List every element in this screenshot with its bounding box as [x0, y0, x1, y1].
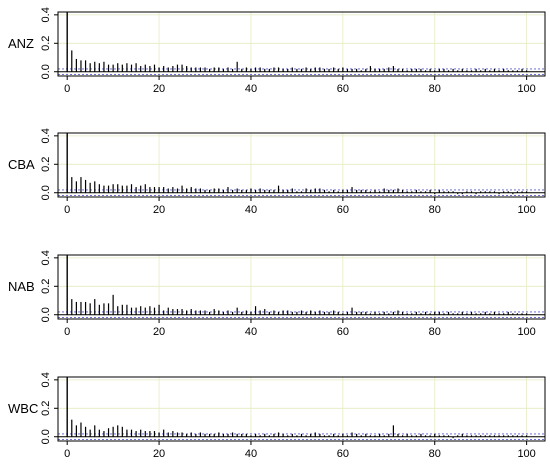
y-tick-label: 0.4 — [40, 128, 52, 143]
x-tick-label: 60 — [337, 204, 349, 216]
x-tick-label: 80 — [429, 204, 441, 216]
panel-label: CBA — [8, 157, 35, 172]
x-tick-label: 80 — [429, 83, 441, 95]
y-tick-label: 0.4 — [40, 7, 52, 22]
x-tick-label: 0 — [64, 326, 70, 338]
panel-wbc: 0 20 40 60 80 100 0.0 0.2 0.4 WBC — [8, 372, 546, 460]
y-tick-label: 0.0 — [40, 307, 52, 322]
x-tick-label: 40 — [245, 204, 257, 216]
panel-frame — [57, 132, 546, 198]
panel-plot-area — [58, 377, 545, 441]
x-tick-label: 60 — [337, 83, 349, 95]
x-tick-label: 40 — [245, 326, 257, 338]
x-tick-label: 100 — [517, 448, 535, 460]
panel-cba: 0 20 40 60 80 100 0.0 0.2 0.4 CBA — [8, 128, 546, 216]
x-tick-label: 60 — [337, 448, 349, 460]
x-tick-label: 20 — [153, 204, 165, 216]
y-tick-label: 0.0 — [40, 185, 52, 200]
x-tick-label: 80 — [429, 448, 441, 460]
x-tick-label: 100 — [517, 83, 535, 95]
y-tick-label: 0.2 — [40, 36, 52, 51]
x-tick-label: 0 — [64, 448, 70, 460]
y-tick-label: 0.4 — [40, 250, 52, 265]
x-tick-label: 0 — [64, 83, 70, 95]
y-tick-label: 0.0 — [40, 64, 52, 79]
panel-frame — [57, 376, 546, 442]
y-tick-label: 0.0 — [40, 429, 52, 444]
y-tick-label: 0.4 — [40, 372, 52, 387]
panel-nab: 0 20 40 60 80 100 0.0 0.2 0.4 NAB — [8, 250, 546, 338]
panel-plot-area — [58, 133, 545, 197]
panel-frame — [57, 254, 546, 320]
x-tick-label: 40 — [245, 83, 257, 95]
x-tick-label: 20 — [153, 326, 165, 338]
panel-label: ANZ — [8, 36, 34, 51]
x-tick-label: 20 — [153, 83, 165, 95]
panel-anz: 0 20 40 60 80 100 0.0 0.2 0.4 ANZ — [8, 7, 546, 95]
panel-plot-area — [58, 255, 545, 319]
panel-label: NAB — [8, 279, 35, 294]
y-tick-label: 0.2 — [40, 157, 52, 172]
y-tick-label: 0.2 — [40, 279, 52, 294]
x-tick-label: 100 — [517, 204, 535, 216]
x-tick-label: 80 — [429, 326, 441, 338]
x-tick-label: 100 — [517, 326, 535, 338]
panel-frame — [57, 11, 546, 77]
panel-plot-area — [58, 12, 545, 76]
panel-label: WBC — [8, 401, 38, 416]
x-tick-label: 0 — [64, 204, 70, 216]
x-tick-label: 60 — [337, 326, 349, 338]
x-tick-label: 40 — [245, 448, 257, 460]
y-tick-label: 0.2 — [40, 401, 52, 416]
x-tick-label: 20 — [153, 448, 165, 460]
